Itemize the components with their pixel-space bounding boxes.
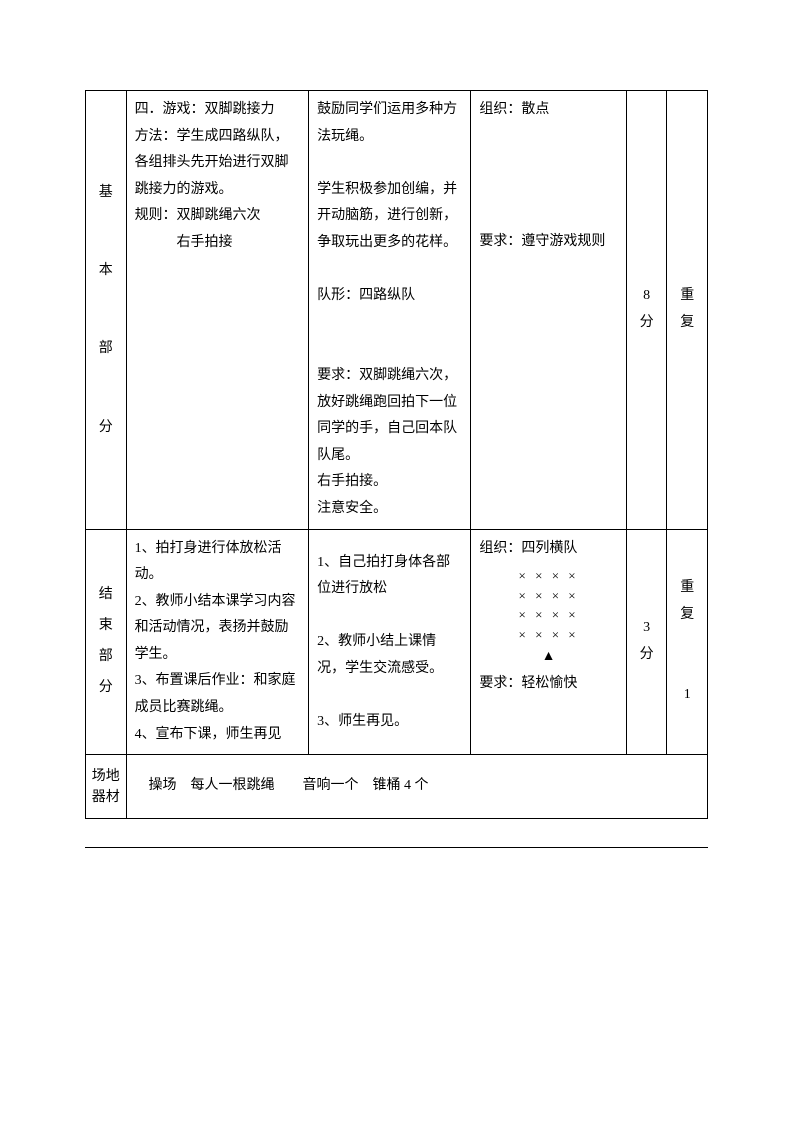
end-repeat: 重 复 1 bbox=[667, 529, 708, 755]
end-time: 3 分 bbox=[626, 529, 667, 755]
end-req-text: 要求：轻松愉快 bbox=[479, 671, 618, 698]
formation-diagram: × × × × × × × × × × × × × × × × bbox=[479, 566, 618, 644]
end-section-label: 结 束 部 分 bbox=[86, 529, 127, 755]
equipment-content: 操场 每人一根跳绳 音响一个 锥桶 4 个 bbox=[126, 755, 707, 819]
equipment-label: 场地 器材 bbox=[86, 755, 127, 819]
basic-repeat: 重 复 bbox=[667, 91, 708, 530]
end-col-a: 1、拍打身进行体放松活动。 2、教师小结本课学习内容和活动情况，表扬并鼓励学生。… bbox=[126, 529, 309, 755]
basic-section-row: 基 本 部 分 四．游戏：双脚跳接力 方法：学生成四路纵队，各组排头先开始进行双… bbox=[86, 91, 708, 530]
end-col-c: 组织：四列横队 × × × × × × × × × × × × × × × × … bbox=[471, 529, 627, 755]
basic-col-b: 鼓励同学们运用多种方法玩绳。 学生积极参加创编，并开动脑筋，进行创新，争取玩出更… bbox=[309, 91, 471, 530]
basic-col-c: 组织：散点 要求：遵守游戏规则 bbox=[471, 91, 627, 530]
bottom-divider bbox=[85, 847, 708, 848]
basic-time: 8 分 bbox=[626, 91, 667, 530]
end-org-text: 组织：四列横队 bbox=[479, 536, 618, 563]
lesson-plan-table: 基 本 部 分 四．游戏：双脚跳接力 方法：学生成四路纵队，各组排头先开始进行双… bbox=[85, 90, 708, 819]
equipment-row: 场地 器材 操场 每人一根跳绳 音响一个 锥桶 4 个 bbox=[86, 755, 708, 819]
basic-org-text: 组织：散点 bbox=[479, 97, 618, 124]
end-col-b: 1、自己拍打身体各部位进行放松 2、教师小结上课情况，学生交流感受。 3、师生再… bbox=[309, 529, 471, 755]
basic-req-text: 要求：遵守游戏规则 bbox=[479, 229, 618, 256]
basic-section-label: 基 本 部 分 bbox=[86, 91, 127, 530]
end-section-row: 结 束 部 分 1、拍打身进行体放松活动。 2、教师小结本课学习内容和活动情况，… bbox=[86, 529, 708, 755]
teacher-triangle: ▲ bbox=[479, 644, 618, 671]
basic-col-a: 四．游戏：双脚跳接力 方法：学生成四路纵队，各组排头先开始进行双脚跳接力的游戏。… bbox=[126, 91, 309, 530]
